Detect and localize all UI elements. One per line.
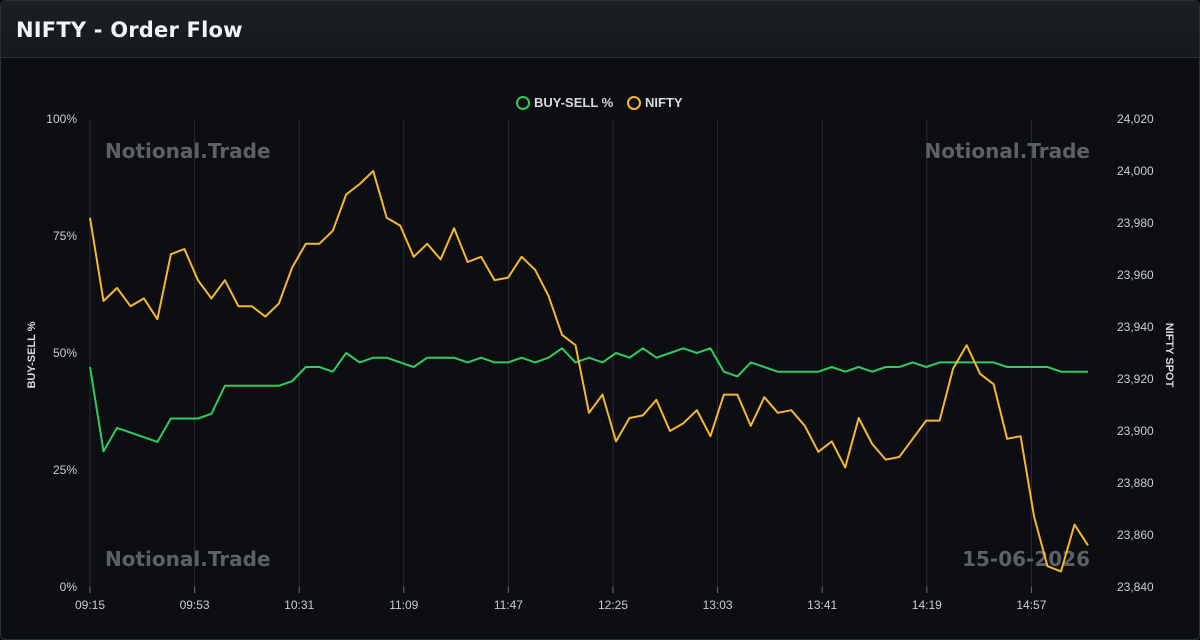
watermark-date: 15-06-2026 (962, 547, 1090, 571)
watermark-bottom-left: Notional.Trade (105, 547, 271, 571)
x-tick-label: 11:47 (494, 598, 523, 612)
buy-sell-line (89, 347, 1088, 453)
nifty-line (89, 170, 1089, 573)
order-flow-chart: Notional.Trade Notional.Trade Notional.T… (26, 95, 1175, 612)
series-lines (89, 170, 1089, 573)
y-left-tick-label: 0% (60, 580, 78, 594)
y-left-axis-title: BUY-SELL % (26, 321, 38, 388)
x-tick-label: 11:09 (389, 598, 418, 612)
grid-lines (89, 119, 1032, 587)
y-left-tick-label: 100% (46, 112, 77, 126)
x-tick-label: 14:19 (912, 598, 942, 612)
legend-label-buy-sell[interactable]: BUY-SELL % (534, 95, 614, 110)
x-tick-label: 13:03 (703, 598, 733, 612)
x-tick-label: 10:31 (284, 598, 314, 612)
y-left-tick-label: 25% (53, 463, 77, 477)
y-right-tick-label: 23,860 (1117, 528, 1154, 542)
y-right-tick-label: 23,920 (1117, 372, 1154, 386)
y-left-tick-label: 75% (53, 229, 77, 243)
y-right-tick-label: 23,940 (1117, 320, 1154, 334)
watermark-top-right: Notional.Trade (924, 139, 1090, 163)
x-tick-label: 12:25 (598, 598, 628, 612)
y-right-axis-title: NIFTY SPOT (1163, 323, 1175, 388)
legend-marker-buy-sell[interactable] (516, 96, 530, 110)
x-tick-label: 09:53 (180, 598, 210, 612)
y-right-tick-label: 24,020 (1117, 112, 1154, 126)
chart-legend[interactable]: BUY-SELL % NIFTY (516, 95, 683, 110)
y-right-tick-label: 24,000 (1117, 164, 1154, 178)
panel-header: NIFTY - Order Flow (1, 1, 1199, 58)
x-tick-label: 09:15 (75, 598, 105, 612)
x-tick-label: 13:41 (807, 598, 837, 612)
y-right-tick-label: 23,960 (1117, 268, 1154, 282)
watermark-top-left: Notional.Trade (105, 139, 271, 163)
legend-marker-nifty[interactable] (627, 96, 641, 110)
axis-ticks: 09:15 09:53 10:31 11:09 11:47 12:25 13:03 13:41… (46, 112, 1154, 612)
y-right-tick-label: 23,900 (1117, 424, 1154, 438)
page-title: NIFTY - Order Flow (16, 18, 243, 42)
x-tick-label: 14:57 (1016, 598, 1046, 612)
y-right-tick-label: 23,980 (1117, 216, 1154, 230)
legend-label-nifty[interactable]: NIFTY (645, 95, 683, 110)
y-left-tick-label: 50% (53, 346, 77, 360)
y-right-tick-label: 23,840 (1117, 580, 1154, 594)
y-right-tick-label: 23,880 (1117, 476, 1154, 490)
